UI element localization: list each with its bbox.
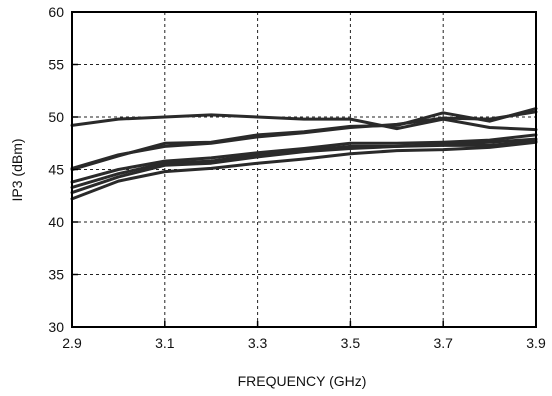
y-tick-labels: 30 35 40 45 50 55 60	[48, 4, 64, 335]
series-line-7	[70, 140, 538, 201]
y-tick-label: 50	[48, 109, 64, 125]
x-tick-label: 3.9	[526, 335, 546, 351]
x-tick-label: 3.1	[155, 335, 175, 351]
series-line-4	[70, 133, 538, 184]
y-tick-label: 40	[48, 214, 64, 230]
x-tick-label: 2.9	[62, 335, 82, 351]
series-line-6	[70, 139, 538, 195]
x-tick-label: 3.7	[433, 335, 453, 351]
y-tick-label: 45	[48, 162, 64, 178]
y-tick-label: 35	[48, 267, 64, 283]
series-line-3	[70, 110, 538, 170]
series-lines	[70, 107, 538, 201]
x-tick-label: 3.3	[248, 335, 268, 351]
y-tick-label: 60	[48, 4, 64, 20]
y-axis-label: IP3 (dBm)	[9, 138, 25, 201]
series-line-1	[70, 113, 538, 132]
x-tick-label: 3.5	[341, 335, 361, 351]
x-axis-label: FREQUENCY (GHz)	[238, 373, 367, 389]
tick-marks	[71, 11, 537, 328]
x-tick-labels: 2.9 3.1 3.3 3.5 3.7 3.9	[62, 335, 546, 351]
y-tick-label: 55	[48, 57, 64, 73]
y-tick-label: 30	[48, 319, 64, 335]
